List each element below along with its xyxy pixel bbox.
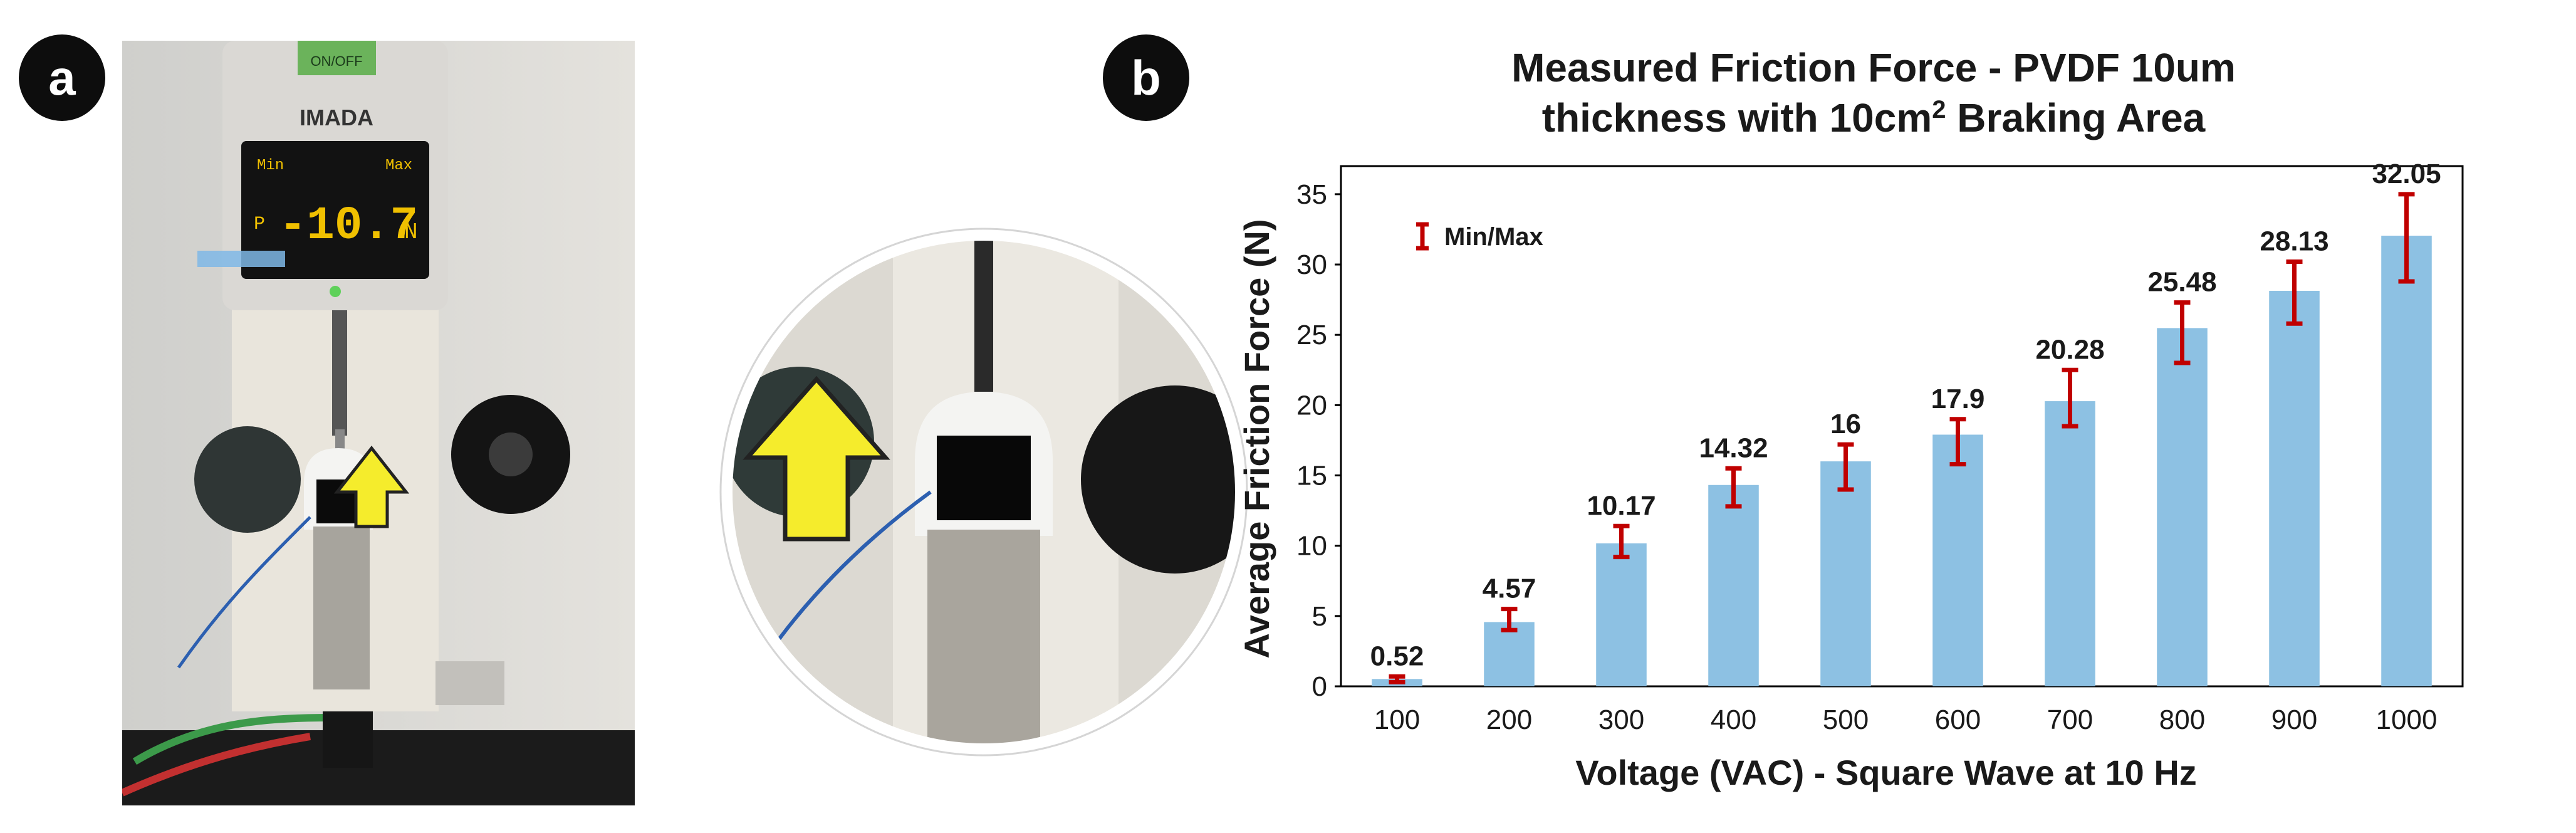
bar bbox=[2381, 236, 2432, 686]
bar bbox=[2045, 401, 2095, 686]
chart-title-line2: thickness with 10cm2 Braking Area bbox=[1542, 95, 2206, 140]
gauge-status-min: Min bbox=[257, 157, 284, 174]
zoom-inset bbox=[727, 235, 1241, 749]
x-tick-label: 800 bbox=[2159, 705, 2205, 735]
on-off-button bbox=[298, 41, 376, 75]
bar bbox=[1820, 461, 1871, 686]
x-tick-label: 900 bbox=[2271, 705, 2317, 735]
y-tick-label: 25 bbox=[1296, 320, 1327, 350]
data-label: 0.52 bbox=[1370, 641, 1424, 671]
pvdf-sample-strip bbox=[313, 527, 370, 689]
left-clamp-wheel bbox=[194, 426, 301, 533]
data-label: 28.13 bbox=[2260, 226, 2328, 257]
x-tick-label: 500 bbox=[1823, 705, 1869, 735]
legend-label: Min/Max bbox=[1444, 223, 1543, 251]
y-tick-label: 30 bbox=[1296, 249, 1327, 280]
x-axis-title: Voltage (VAC) - Square Wave at 10 Hz bbox=[1575, 753, 2197, 792]
x-tick-label: 200 bbox=[1486, 705, 1532, 735]
gauge-reading: -10.7 bbox=[279, 200, 418, 253]
bar bbox=[2157, 328, 2208, 686]
x-tick-label: 600 bbox=[1935, 705, 1981, 735]
y-tick-label: 20 bbox=[1296, 390, 1327, 421]
y-tick-label: 35 bbox=[1296, 179, 1327, 210]
chart-title-line1: Measured Friction Force - PVDF 10um bbox=[1511, 45, 2236, 90]
bar bbox=[1596, 543, 1647, 686]
friction-force-chart: Measured Friction Force - PVDF 10um thic… bbox=[1191, 38, 2557, 821]
data-label: 16 bbox=[1830, 409, 1861, 439]
x-tick-label: 700 bbox=[2047, 705, 2093, 735]
chart-svg: Measured Friction Force - PVDF 10um thic… bbox=[1237, 45, 2464, 792]
chart-title-line2-post: Braking Area bbox=[1946, 95, 2205, 140]
gauge-mode: P bbox=[254, 214, 265, 235]
x-tick-label: 100 bbox=[1374, 705, 1420, 735]
photo-illustration: ON/OFF IMADA Min Max P -10.7 N bbox=[120, 41, 1248, 805]
data-label: 4.57 bbox=[1483, 574, 1536, 604]
x-tick-label: 1000 bbox=[2376, 705, 2438, 735]
legend: Min/Max bbox=[1416, 222, 1543, 251]
zoom-frame bbox=[721, 229, 1246, 755]
data-label: 14.32 bbox=[1699, 432, 1768, 463]
data-label: 32.05 bbox=[2372, 159, 2441, 189]
bar bbox=[1484, 622, 1535, 686]
gauge-button-label: ON/OFF bbox=[310, 53, 362, 69]
data-label: 25.48 bbox=[2147, 267, 2216, 298]
y-tick-label: 0 bbox=[1312, 671, 1327, 702]
y-tick-label: 15 bbox=[1296, 461, 1327, 491]
bar bbox=[1932, 434, 1983, 686]
data-label: 17.9 bbox=[1931, 384, 1985, 414]
panel-b-badge: b bbox=[1103, 34, 1189, 121]
y-tick-label: 5 bbox=[1312, 601, 1327, 632]
bar bbox=[2269, 290, 2320, 686]
chart-title-line2-pre: thickness with 10cm bbox=[1542, 95, 1932, 140]
plot-area: 0 5 10 15 20 25 30 35 0.52 100 4.57 200 10.17 300 14.3… bbox=[1296, 159, 2464, 735]
gauge-status-max: Max bbox=[385, 157, 412, 174]
x-tick-label: 400 bbox=[1711, 705, 1756, 735]
gauge-brand: IMADA bbox=[300, 105, 373, 130]
plot-frame bbox=[1340, 165, 2464, 688]
y-tick-label: 10 bbox=[1296, 531, 1327, 562]
panel-a-badge: a bbox=[19, 34, 105, 121]
base-plate bbox=[122, 730, 635, 805]
experiment-photo: ON/OFF IMADA Min Max P -10.7 N bbox=[120, 41, 1259, 805]
gauge-display bbox=[241, 141, 429, 279]
y-axis-title: Average Friction Force (N) bbox=[1237, 219, 1276, 658]
bar bbox=[1708, 485, 1759, 686]
data-label: 10.17 bbox=[1587, 490, 1656, 521]
chart-title-superscript: 2 bbox=[1932, 96, 1946, 123]
upward-arrow-icon bbox=[333, 445, 410, 528]
data-label: 20.28 bbox=[2035, 334, 2104, 365]
x-tick-label: 300 bbox=[1598, 705, 1644, 735]
gauge-unit: N bbox=[404, 219, 418, 245]
